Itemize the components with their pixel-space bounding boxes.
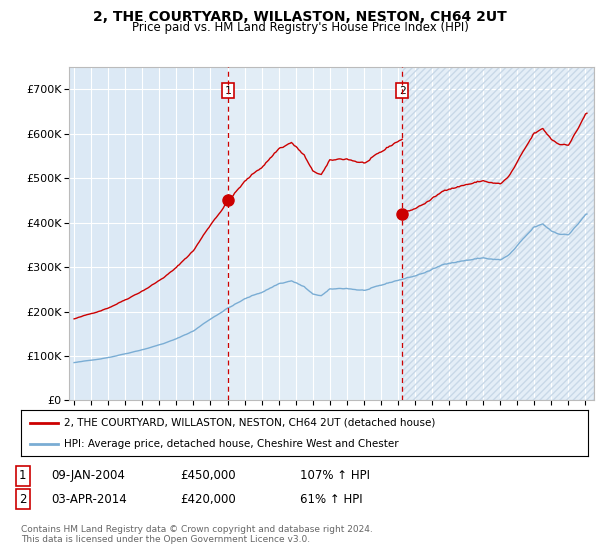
Text: Contains HM Land Registry data © Crown copyright and database right 2024.
This d: Contains HM Land Registry data © Crown c…	[21, 525, 373, 544]
Text: HPI: Average price, detached house, Cheshire West and Chester: HPI: Average price, detached house, Ches…	[64, 439, 398, 449]
Text: 1: 1	[19, 469, 26, 482]
Text: 03-APR-2014: 03-APR-2014	[51, 493, 127, 506]
Text: 2, THE COURTYARD, WILLASTON, NESTON, CH64 2UT: 2, THE COURTYARD, WILLASTON, NESTON, CH6…	[93, 10, 507, 24]
Text: Price paid vs. HM Land Registry's House Price Index (HPI): Price paid vs. HM Land Registry's House …	[131, 21, 469, 34]
Bar	[228, 67, 402, 400]
Text: £450,000: £450,000	[180, 469, 236, 482]
Text: 2: 2	[19, 493, 26, 506]
Text: 61% ↑ HPI: 61% ↑ HPI	[300, 493, 362, 506]
Text: 1: 1	[225, 86, 232, 96]
Text: 2: 2	[399, 86, 406, 96]
Text: 09-JAN-2004: 09-JAN-2004	[51, 469, 125, 482]
Text: £420,000: £420,000	[180, 493, 236, 506]
Text: 107% ↑ HPI: 107% ↑ HPI	[300, 469, 370, 482]
Text: 2, THE COURTYARD, WILLASTON, NESTON, CH64 2UT (detached house): 2, THE COURTYARD, WILLASTON, NESTON, CH6…	[64, 418, 435, 428]
